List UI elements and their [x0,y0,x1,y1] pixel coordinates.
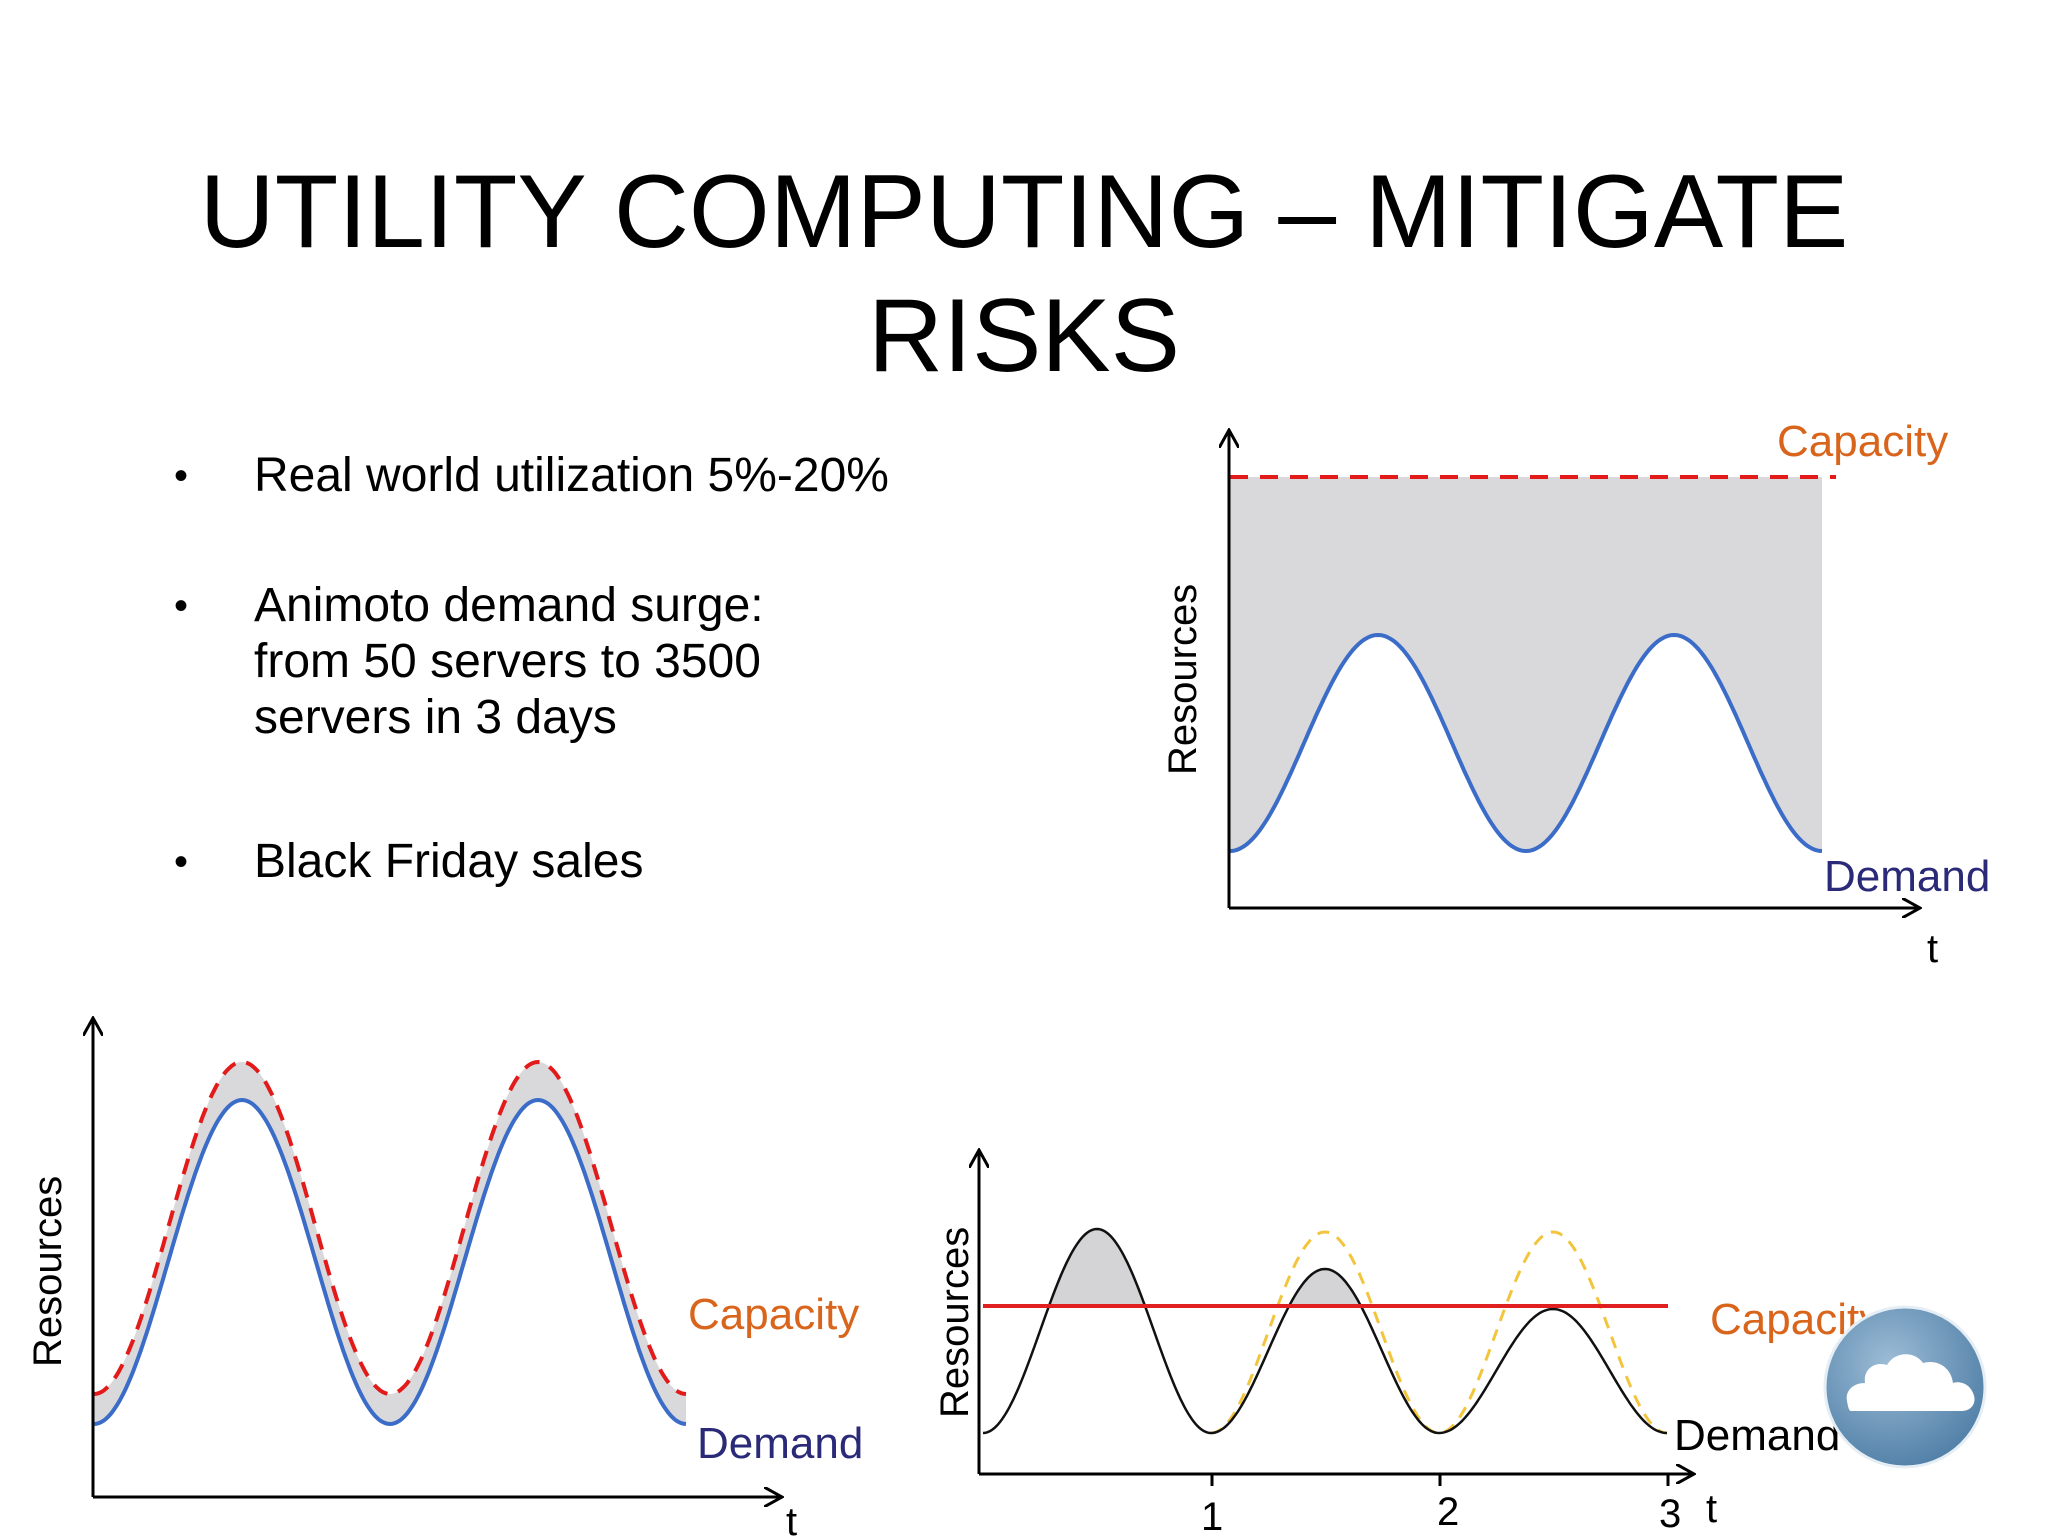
c3-demand-line [982,1227,1668,1435]
slide-title-line-2: RISKS [867,278,1181,394]
c3-excess-fill [1049,1229,1362,1306]
c2-demand-line [93,1097,687,1427]
bullet-glyph: • [174,584,189,628]
bullet-list: • Real world utilization 5%-20% • Animot… [170,448,1070,890]
chart-tracking-capacity: Capacity Demand t Resources [26,1018,863,1536]
c1-x-label: t [1927,927,1938,971]
c2-gap-fill [94,1062,686,1424]
c1-demand-label: Demand [1824,852,1990,901]
bullet-item: • Black Friday sales [170,834,1070,890]
c3-tick-label: 3 [1659,1492,1681,1536]
bullet-item: • Real world utilization 5%-20% [170,448,1070,504]
bullet-text-line: servers in 3 days [254,691,617,744]
c1-y-label: Resources [1161,584,1205,775]
bullet-glyph: • [174,454,189,498]
bullet-text-line: Animoto demand surge: [254,579,764,632]
chart-under-provisioning: 1 2 3 t Capacity Demand Resources [933,1150,1881,1536]
c2-capacity-line [93,1059,687,1397]
bullet-text-line: from 50 servers to 3500 [254,635,761,688]
c2-y-label: Resources [26,1176,70,1367]
cloud-icon [1823,1305,1987,1469]
c2-capacity-label: Capacity [688,1290,859,1339]
c1-demand-line [1229,632,1823,854]
c3-dashed-demand-line [1210,1230,1668,1435]
bullet-item: • Animoto demand surge: from 50 servers … [170,578,1070,746]
slide-title-line-1: UTILITY COMPUTING – MITIGATE [199,154,1849,270]
bullet-text: Black Friday sales [254,835,644,888]
bullet-glyph: • [174,840,189,884]
c1-capacity-label: Capacity [1777,417,1948,466]
c1-gap-fill [1230,477,1822,851]
c3-demand-label: Demand [1674,1411,1840,1460]
c3-x-label: t [1706,1487,1717,1531]
chart-over-provisioning: Capacity Demand t Resources [1161,417,1990,971]
c3-tick-label: 2 [1437,1490,1459,1534]
c3-tick-label: 1 [1201,1495,1223,1536]
c3-y-label: Resources [933,1227,977,1418]
c2-x-label: t [786,1500,797,1536]
bullet-text: Real world utilization 5%-20% [254,449,889,502]
c2-demand-label: Demand [697,1419,863,1468]
slide-title: UTILITY COMPUTING – MITIGATE RISKS [0,150,2048,398]
